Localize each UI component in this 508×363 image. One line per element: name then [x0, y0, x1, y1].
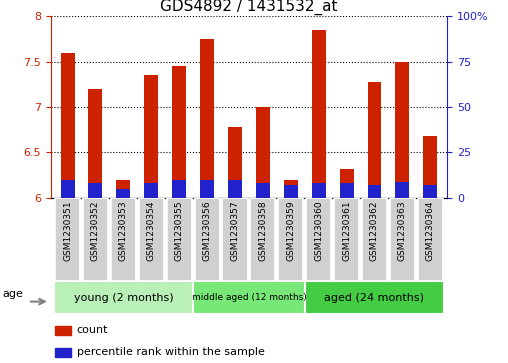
- Bar: [423, 185, 437, 198]
- Bar: [250, 198, 275, 281]
- Bar: [418, 198, 443, 281]
- Text: middle aged (12 months): middle aged (12 months): [192, 293, 306, 302]
- Bar: [116, 189, 131, 198]
- Bar: [139, 198, 164, 281]
- Bar: [55, 348, 71, 357]
- Bar: [340, 169, 354, 198]
- Bar: [395, 62, 409, 198]
- Bar: [228, 180, 242, 198]
- Bar: [367, 185, 382, 198]
- Bar: [390, 198, 415, 281]
- Text: GSM1230364: GSM1230364: [426, 200, 435, 261]
- Title: GDS4892 / 1431532_at: GDS4892 / 1431532_at: [160, 0, 338, 15]
- Bar: [172, 66, 186, 198]
- Bar: [88, 183, 103, 198]
- Bar: [362, 198, 387, 281]
- Bar: [256, 107, 270, 198]
- Bar: [111, 198, 136, 281]
- Text: GSM1230362: GSM1230362: [370, 200, 379, 261]
- Bar: [423, 136, 437, 198]
- Text: GSM1230357: GSM1230357: [231, 200, 239, 261]
- Bar: [55, 326, 71, 335]
- Bar: [55, 198, 80, 281]
- Text: GSM1230352: GSM1230352: [91, 200, 100, 261]
- Text: GSM1230358: GSM1230358: [259, 200, 267, 261]
- Bar: [223, 198, 247, 281]
- Bar: [228, 127, 242, 198]
- Bar: [116, 180, 131, 198]
- Bar: [256, 183, 270, 198]
- Bar: [200, 180, 214, 198]
- Text: GSM1230355: GSM1230355: [175, 200, 184, 261]
- Bar: [367, 82, 382, 198]
- Text: GSM1230354: GSM1230354: [147, 200, 156, 261]
- Bar: [305, 281, 444, 314]
- Text: percentile rank within the sample: percentile rank within the sample: [77, 347, 265, 357]
- Bar: [312, 183, 326, 198]
- Text: age: age: [3, 289, 23, 299]
- Bar: [144, 76, 158, 198]
- Bar: [395, 182, 409, 198]
- Bar: [284, 185, 298, 198]
- Text: count: count: [77, 325, 108, 335]
- Bar: [306, 198, 331, 281]
- Bar: [83, 198, 108, 281]
- Text: GSM1230363: GSM1230363: [398, 200, 407, 261]
- Text: GSM1230361: GSM1230361: [342, 200, 351, 261]
- Bar: [200, 39, 214, 198]
- Text: young (2 months): young (2 months): [74, 293, 173, 303]
- Bar: [334, 198, 359, 281]
- Bar: [60, 53, 75, 198]
- Text: GSM1230353: GSM1230353: [119, 200, 128, 261]
- Bar: [172, 180, 186, 198]
- Bar: [88, 89, 103, 198]
- Bar: [53, 281, 193, 314]
- Text: GSM1230359: GSM1230359: [287, 200, 295, 261]
- Bar: [167, 198, 192, 281]
- Bar: [144, 183, 158, 198]
- Text: GSM1230351: GSM1230351: [63, 200, 72, 261]
- Text: GSM1230356: GSM1230356: [203, 200, 211, 261]
- Bar: [340, 183, 354, 198]
- Text: aged (24 months): aged (24 months): [325, 293, 425, 303]
- Bar: [278, 198, 303, 281]
- Bar: [195, 198, 219, 281]
- Bar: [284, 180, 298, 198]
- Bar: [193, 281, 305, 314]
- Bar: [60, 180, 75, 198]
- Text: GSM1230360: GSM1230360: [314, 200, 323, 261]
- Bar: [312, 30, 326, 198]
